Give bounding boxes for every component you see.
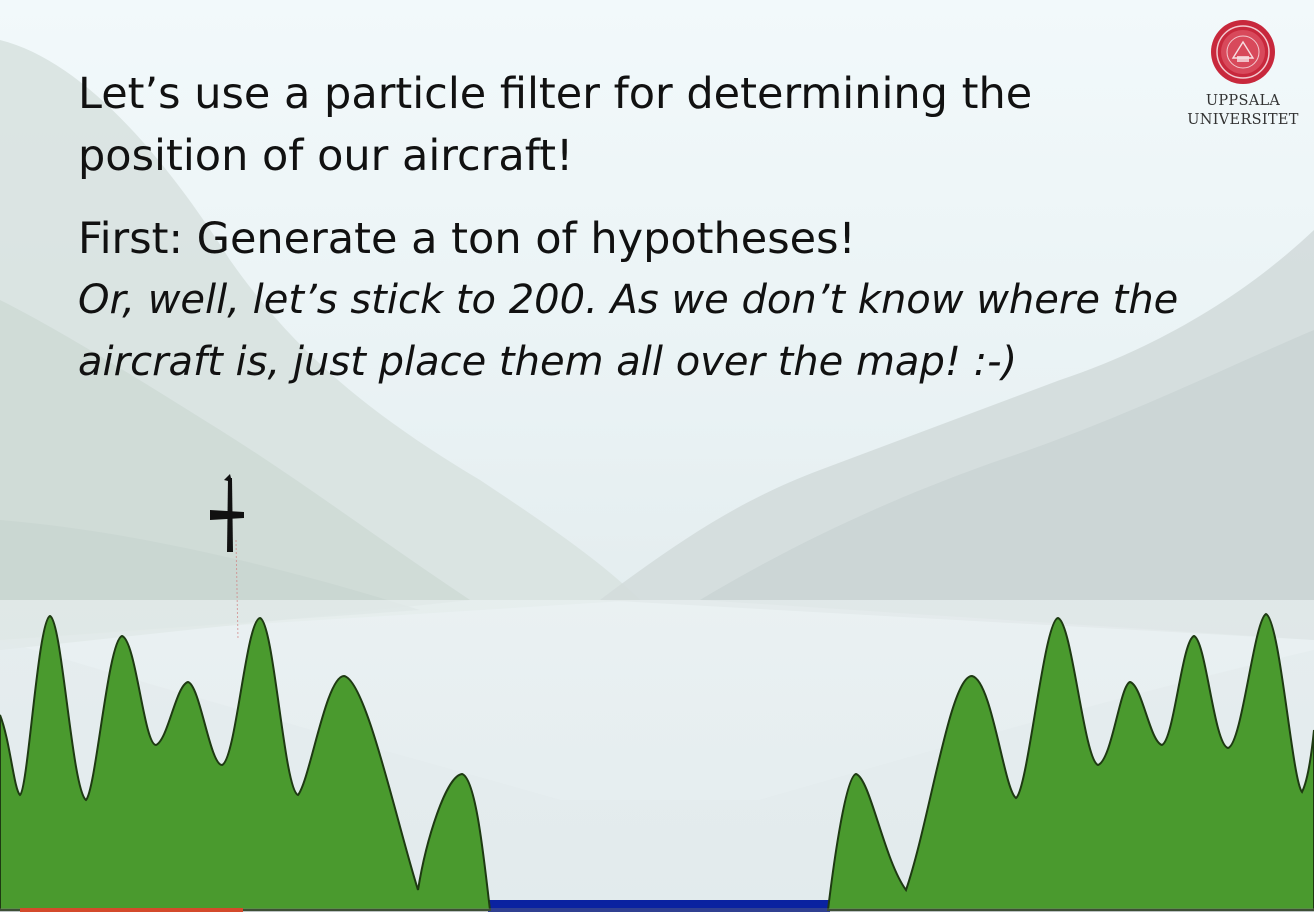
altitude-indicator — [235, 539, 239, 641]
slide-first-step: First: Generate a ton of hypotheses! — [78, 214, 856, 264]
slide-note-line-2: aircraft is, just place them all over th… — [78, 339, 1018, 385]
slide-note-line-1: Or, well, let’s stick to 200. As we don’… — [78, 277, 1179, 323]
left-terrain — [0, 614, 492, 911]
logo-text-line-2: UNIVERSITET — [1187, 112, 1299, 128]
video-progress-fill — [20, 908, 243, 912]
water — [488, 900, 830, 912]
seal-icon — [1211, 20, 1275, 84]
logo-text-line-1: UPPSALA — [1205, 93, 1281, 109]
university-logo: UPPSALA UNIVERSITET — [1176, 18, 1310, 130]
slide-title-line-1: Let’s use a particle filter for determin… — [78, 69, 1033, 119]
right-terrain — [826, 612, 1314, 911]
aircraft-icon — [210, 474, 244, 552]
video-progress-bar[interactable] — [0, 908, 1314, 912]
slide-title-line-2: position of our aircraft! — [78, 131, 574, 181]
